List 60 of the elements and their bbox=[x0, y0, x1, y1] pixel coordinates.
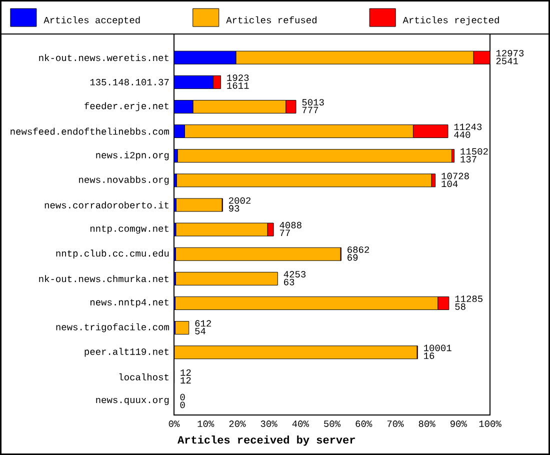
annotation: 137 bbox=[460, 156, 476, 162]
annotation: 11285 bbox=[455, 296, 483, 302]
y-tick-label: news.novabbs.org bbox=[79, 176, 169, 185]
annotation: 1923 bbox=[227, 74, 249, 81]
annotation: 16 bbox=[424, 352, 434, 360]
annotation: 10728 bbox=[442, 172, 469, 180]
x-tick-label: 10% bbox=[198, 420, 214, 427]
annotation: 0 bbox=[180, 394, 185, 400]
x-tick-label: 0% bbox=[168, 420, 180, 427]
annotation: 2541 bbox=[496, 58, 518, 64]
annotation: 2002 bbox=[229, 197, 250, 204]
annotation: 69 bbox=[348, 254, 358, 261]
annotation: 93 bbox=[229, 205, 240, 212]
annotation: 5013 bbox=[302, 99, 324, 106]
x-axis-title: Articles received by server bbox=[178, 436, 355, 446]
y-tick-label: nntp.club.cc.cmu.edu bbox=[56, 250, 169, 259]
x-tick-label: 90% bbox=[450, 420, 467, 427]
y-tick-label: peer.alt119.net bbox=[84, 348, 168, 357]
annotation: 4088 bbox=[280, 222, 302, 228]
y-tick-label: news.trigofacile.com bbox=[56, 323, 169, 332]
legend-label: Articles refused bbox=[226, 16, 316, 24]
x-tick-label: 80% bbox=[418, 420, 436, 427]
annotation: 77 bbox=[280, 230, 290, 236]
annotation: 63 bbox=[284, 278, 294, 286]
x-tick-label: 30% bbox=[260, 420, 278, 427]
x-tick-label: 60% bbox=[356, 420, 372, 427]
x-tick-label: 20% bbox=[229, 420, 246, 427]
y-tick-label: nntp.comgw.net bbox=[90, 225, 168, 234]
y-tick-label: news.nntp4.net bbox=[90, 299, 168, 308]
annotation: 440 bbox=[454, 131, 470, 138]
y-tick-label: nk-out.news.weretis.net bbox=[39, 54, 168, 62]
annotation: 612 bbox=[195, 320, 211, 327]
annotation: 12 bbox=[180, 369, 191, 376]
annotation: 777 bbox=[302, 106, 318, 114]
x-tick-label: 70% bbox=[387, 420, 404, 427]
annotation: 11243 bbox=[454, 124, 482, 130]
annotation: 11502 bbox=[460, 148, 488, 155]
annotation: 4253 bbox=[284, 271, 306, 278]
x-tick-label: 100% bbox=[479, 420, 502, 427]
annotation: 58 bbox=[455, 303, 466, 310]
x-tick-label: 50% bbox=[324, 420, 341, 427]
annotation: 1611 bbox=[227, 82, 249, 89]
legend-label: Articles rejected bbox=[402, 16, 499, 26]
annotation: 12 bbox=[180, 377, 191, 384]
annotation: 54 bbox=[195, 328, 206, 334]
y-tick-label: newsfeed.endofthelinebbs.com bbox=[10, 128, 169, 135]
annotation: 6862 bbox=[348, 246, 369, 253]
annotation: 104 bbox=[442, 180, 458, 188]
annotation: 0 bbox=[180, 402, 185, 408]
annotation: 10001 bbox=[424, 344, 452, 352]
x-tick-label: 40% bbox=[292, 420, 309, 427]
y-tick-label: localhost bbox=[119, 373, 168, 380]
y-tick-label: nk-out.news.chmurka.net bbox=[39, 275, 168, 282]
y-tick-label: 135.148.101.37 bbox=[90, 78, 169, 86]
legend-label: Articles accepted bbox=[44, 16, 140, 26]
y-tick-label: news.i2pn.org bbox=[96, 151, 169, 160]
y-tick-label: news.quux.org bbox=[96, 398, 169, 406]
y-tick-label: feeder.erje.net bbox=[84, 102, 168, 112]
y-tick-label: news.corradoroberto.it bbox=[44, 201, 168, 208]
annotation: 12973 bbox=[496, 50, 524, 56]
